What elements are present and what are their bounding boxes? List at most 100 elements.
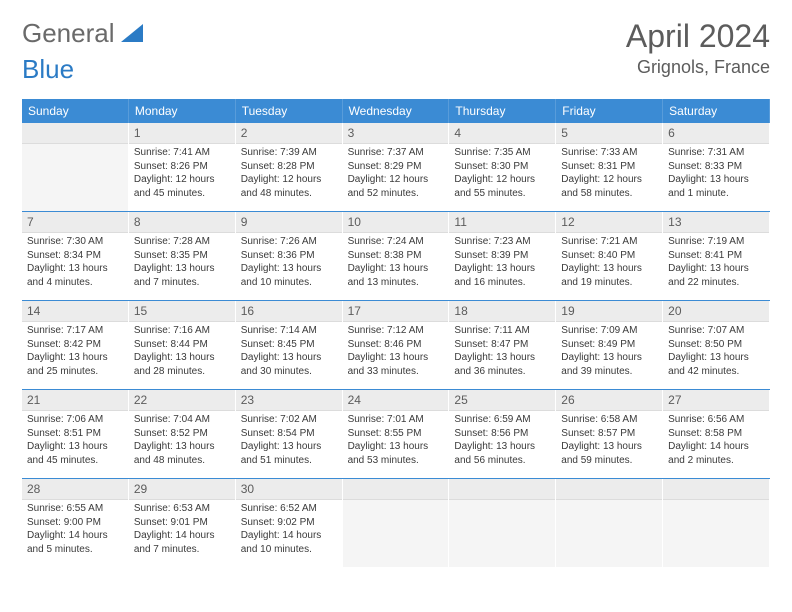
day2-text: and 30 minutes. (241, 365, 337, 379)
calendar: SundayMondayTuesdayWednesdayThursdayFrid… (22, 99, 770, 567)
day-number: 7 (22, 212, 128, 233)
day-number: 24 (343, 390, 449, 411)
sunset-text: Sunset: 8:56 PM (454, 427, 550, 441)
sunset-text: Sunset: 8:31 PM (561, 160, 657, 174)
day1-text: Daylight: 13 hours (27, 262, 123, 276)
sunrise-text: Sunrise: 7:02 AM (241, 413, 337, 427)
day-cell: 16Sunrise: 7:14 AMSunset: 8:45 PMDayligh… (236, 301, 343, 389)
day-number: 28 (22, 479, 128, 500)
day-cell: 17Sunrise: 7:12 AMSunset: 8:46 PMDayligh… (343, 301, 450, 389)
day1-text: Daylight: 13 hours (241, 262, 337, 276)
day-cell: 8Sunrise: 7:28 AMSunset: 8:35 PMDaylight… (129, 212, 236, 300)
day-number: 14 (22, 301, 128, 322)
sunrise-text: Sunrise: 6:53 AM (134, 502, 230, 516)
day1-text: Daylight: 14 hours (27, 529, 123, 543)
dow-cell: Tuesday (236, 99, 343, 123)
day-cell: 23Sunrise: 7:02 AMSunset: 8:54 PMDayligh… (236, 390, 343, 478)
sunrise-text: Sunrise: 7:19 AM (668, 235, 764, 249)
brand-logo: General (22, 18, 145, 49)
day1-text: Daylight: 13 hours (348, 440, 444, 454)
sunrise-text: Sunrise: 7:01 AM (348, 413, 444, 427)
day-number: 13 (663, 212, 769, 233)
day2-text: and 19 minutes. (561, 276, 657, 290)
day-cell: 6Sunrise: 7:31 AMSunset: 8:33 PMDaylight… (663, 123, 770, 211)
day1-text: Daylight: 13 hours (561, 262, 657, 276)
sunset-text: Sunset: 8:55 PM (348, 427, 444, 441)
sunset-text: Sunset: 8:54 PM (241, 427, 337, 441)
day2-text: and 1 minute. (668, 187, 764, 201)
day-cell: 10Sunrise: 7:24 AMSunset: 8:38 PMDayligh… (343, 212, 450, 300)
sunset-text: Sunset: 8:39 PM (454, 249, 550, 263)
day2-text: and 53 minutes. (348, 454, 444, 468)
sunrise-text: Sunrise: 7:21 AM (561, 235, 657, 249)
day-number: 4 (449, 123, 555, 144)
sunset-text: Sunset: 8:40 PM (561, 249, 657, 263)
sunset-text: Sunset: 8:36 PM (241, 249, 337, 263)
day-number-empty (449, 479, 555, 500)
sunset-text: Sunset: 8:57 PM (561, 427, 657, 441)
day2-text: and 51 minutes. (241, 454, 337, 468)
day-number: 8 (129, 212, 235, 233)
sunrise-text: Sunrise: 7:14 AM (241, 324, 337, 338)
day-number: 6 (663, 123, 769, 144)
day-number: 12 (556, 212, 662, 233)
day1-text: Daylight: 13 hours (454, 440, 550, 454)
location-label: Grignols, France (626, 57, 770, 78)
day2-text: and 7 minutes. (134, 276, 230, 290)
day2-text: and 28 minutes. (134, 365, 230, 379)
day1-text: Daylight: 13 hours (348, 262, 444, 276)
sunrise-text: Sunrise: 7:07 AM (668, 324, 764, 338)
sunset-text: Sunset: 9:00 PM (27, 516, 123, 530)
day-number: 19 (556, 301, 662, 322)
day1-text: Daylight: 13 hours (241, 440, 337, 454)
day2-text: and 33 minutes. (348, 365, 444, 379)
day2-text: and 45 minutes. (134, 187, 230, 201)
day-number: 9 (236, 212, 342, 233)
sunset-text: Sunset: 8:47 PM (454, 338, 550, 352)
sunset-text: Sunset: 8:46 PM (348, 338, 444, 352)
day-number: 1 (129, 123, 235, 144)
sunrise-text: Sunrise: 7:41 AM (134, 146, 230, 160)
day2-text: and 22 minutes. (668, 276, 764, 290)
day1-text: Daylight: 13 hours (134, 351, 230, 365)
sunrise-text: Sunrise: 7:39 AM (241, 146, 337, 160)
day1-text: Daylight: 12 hours (348, 173, 444, 187)
day1-text: Daylight: 13 hours (561, 351, 657, 365)
day2-text: and 39 minutes. (561, 365, 657, 379)
day1-text: Daylight: 12 hours (561, 173, 657, 187)
day-number-empty (22, 123, 128, 144)
sunrise-text: Sunrise: 6:55 AM (27, 502, 123, 516)
day-cell: 9Sunrise: 7:26 AMSunset: 8:36 PMDaylight… (236, 212, 343, 300)
day2-text: and 7 minutes. (134, 543, 230, 557)
day-number: 10 (343, 212, 449, 233)
day-cell: 22Sunrise: 7:04 AMSunset: 8:52 PMDayligh… (129, 390, 236, 478)
day2-text: and 56 minutes. (454, 454, 550, 468)
dow-cell: Monday (129, 99, 236, 123)
day2-text: and 4 minutes. (27, 276, 123, 290)
day1-text: Daylight: 13 hours (561, 440, 657, 454)
day-cell: 14Sunrise: 7:17 AMSunset: 8:42 PMDayligh… (22, 301, 129, 389)
sunrise-text: Sunrise: 7:33 AM (561, 146, 657, 160)
day-number-empty (663, 479, 769, 500)
sunrise-text: Sunrise: 6:52 AM (241, 502, 337, 516)
day-cell: 26Sunrise: 6:58 AMSunset: 8:57 PMDayligh… (556, 390, 663, 478)
sunset-text: Sunset: 9:02 PM (241, 516, 337, 530)
day1-text: Daylight: 13 hours (668, 351, 764, 365)
day-cell: 1Sunrise: 7:41 AMSunset: 8:26 PMDaylight… (129, 123, 236, 211)
day2-text: and 59 minutes. (561, 454, 657, 468)
brand-triangle-icon (121, 18, 143, 49)
day1-text: Daylight: 13 hours (668, 173, 764, 187)
dow-cell: Sunday (22, 99, 129, 123)
day2-text: and 16 minutes. (454, 276, 550, 290)
sunset-text: Sunset: 8:34 PM (27, 249, 123, 263)
day-number: 29 (129, 479, 235, 500)
brand-name-b: Blue (22, 54, 74, 85)
sunset-text: Sunset: 8:30 PM (454, 160, 550, 174)
day-cell (343, 479, 450, 567)
day-number-empty (343, 479, 449, 500)
day2-text: and 13 minutes. (348, 276, 444, 290)
day2-text: and 48 minutes. (241, 187, 337, 201)
sunrise-text: Sunrise: 6:59 AM (454, 413, 550, 427)
day-number-empty (556, 479, 662, 500)
sunset-text: Sunset: 8:26 PM (134, 160, 230, 174)
